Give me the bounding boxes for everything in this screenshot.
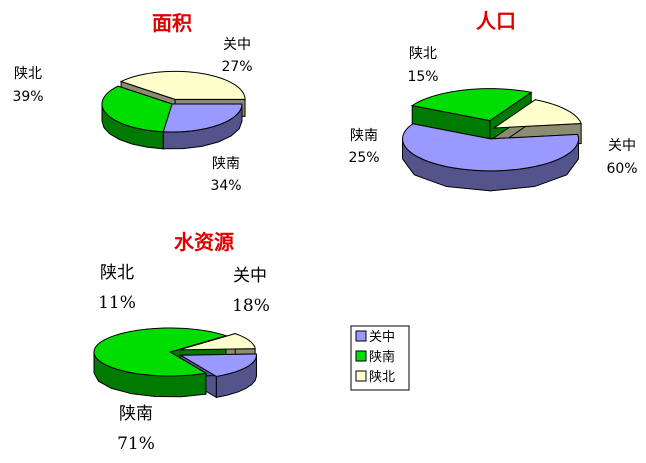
chart-water-label-shannan: 陕南 xyxy=(119,404,153,424)
chart-area-label-shanbei: 陕北 xyxy=(14,66,42,82)
legend-label-guanzhong: 关中 xyxy=(369,330,395,345)
pie-2-slice-guanzhong xyxy=(178,353,257,377)
chart-water-label-shanbei: 陕北 xyxy=(100,263,134,283)
chart-area-pie xyxy=(101,70,246,150)
chart-population-label-guanzhong: 关中 xyxy=(608,138,636,154)
pie-2-slice-shannan xyxy=(93,327,228,377)
chart-population-title: 人口 xyxy=(476,9,516,33)
chart-area-value-shanbei: 39% xyxy=(12,89,43,105)
legend-swatch-shannan xyxy=(355,350,367,362)
legend: 关中 陕南 陕北 xyxy=(350,325,410,391)
chart-water-label-guanzhong: 关中 xyxy=(233,266,267,286)
chart-population-value-shannan: 25% xyxy=(348,150,379,166)
chart-population-label-shanbei: 陕北 xyxy=(409,46,437,62)
chart-population: 人口 关中 60% 陕南 25% 陕北 15% xyxy=(348,9,638,192)
pie-0-slice-shanbei xyxy=(119,70,246,100)
chart-population-value-shanbei: 15% xyxy=(407,69,438,85)
chart-area: 面积 关中 27% 陕南 34% 陕北 39% xyxy=(12,11,252,194)
chart-area-title: 面积 xyxy=(152,11,192,35)
chart-water-value-guanzhong: 18% xyxy=(232,296,270,316)
pie-1-slice-shanbei xyxy=(492,99,582,129)
chart-population-value-guanzhong: 60% xyxy=(606,161,637,177)
pie-1-slice-guanzhong xyxy=(402,123,580,172)
chart-water: 水资源 关中 18% 陕南 71% 陕北 11% xyxy=(93,230,270,454)
chart-area-value-shannan: 34% xyxy=(210,178,241,194)
chart-water-value-shannan: 71% xyxy=(117,434,155,454)
pie-0-slice-shannan xyxy=(101,85,173,133)
pie-2-slice-shanbei xyxy=(179,333,256,351)
legend-label-shanbei: 陕北 xyxy=(369,370,395,385)
chart-water-pie xyxy=(93,327,257,399)
chart-population-pie xyxy=(402,88,582,192)
legend-swatch-shanbei xyxy=(355,370,367,382)
legend-swatch-guanzhong xyxy=(355,330,367,342)
legend-label-shannan: 陕南 xyxy=(369,349,395,365)
chart-population-label-shannan: 陕南 xyxy=(350,128,378,144)
chart-area-value-guanzhong: 27% xyxy=(221,59,252,75)
chart-water-title: 水资源 xyxy=(174,230,234,254)
chart-area-label-shannan: 陕南 xyxy=(212,156,240,172)
chart-area-label-guanzhong: 关中 xyxy=(223,37,251,53)
pie-1-slice-shannan xyxy=(410,88,533,122)
pie-0-slice-guanzhong xyxy=(162,103,243,133)
chart-water-value-shanbei: 11% xyxy=(98,293,136,313)
